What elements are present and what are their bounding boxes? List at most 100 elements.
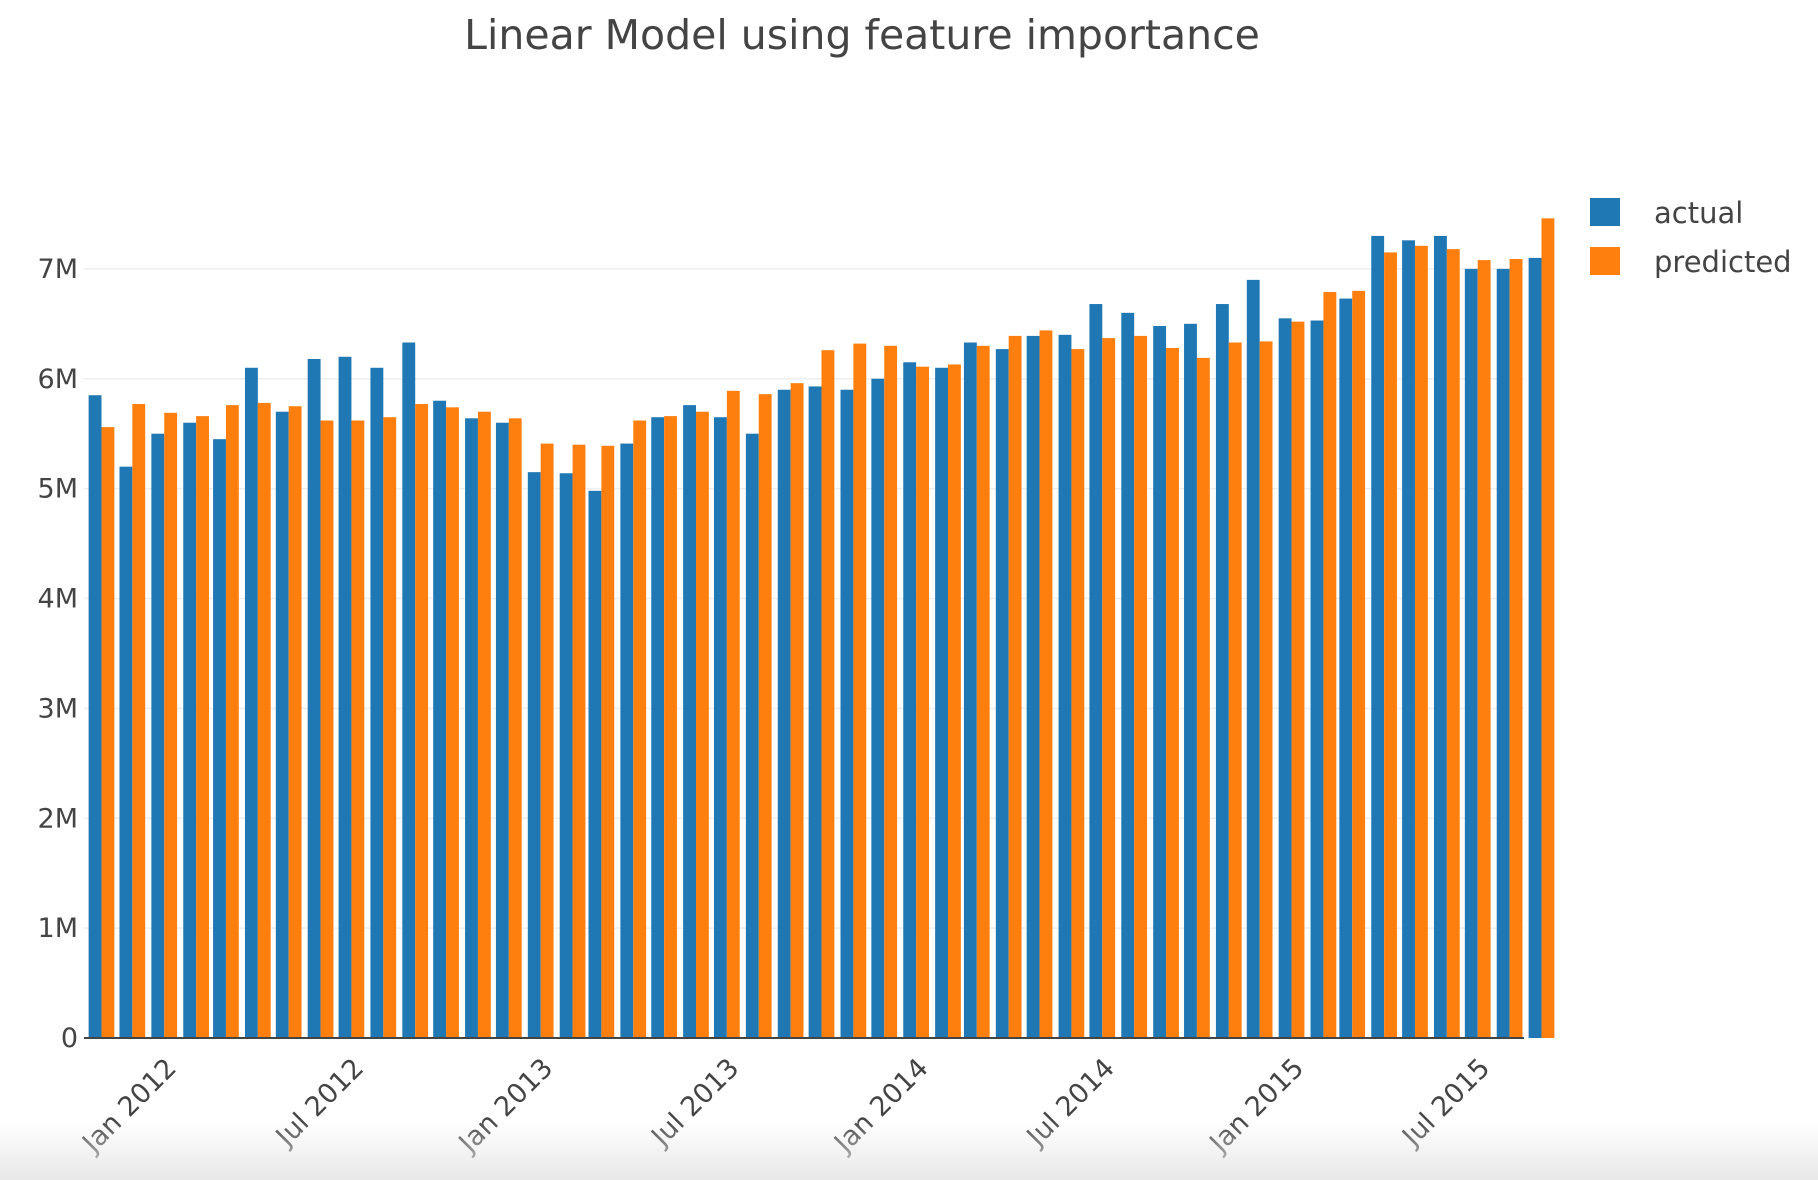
bar-actual[interactable] [1026, 335, 1040, 1038]
bar-actual[interactable] [588, 490, 602, 1038]
bar-predicted[interactable] [1228, 342, 1242, 1039]
bar-actual[interactable] [1433, 235, 1447, 1038]
bar-predicted[interactable] [1259, 341, 1273, 1038]
bar-actual[interactable] [465, 418, 478, 1038]
bar-actual[interactable] [903, 362, 917, 1039]
bar-predicted[interactable] [1166, 347, 1179, 1038]
bar-actual[interactable] [119, 466, 133, 1039]
bar-predicted[interactable] [633, 420, 647, 1039]
bar-actual[interactable] [151, 433, 165, 1039]
legend-swatch-actual[interactable] [1590, 198, 1620, 226]
bar-predicted[interactable] [225, 405, 239, 1038]
bar-actual[interactable] [244, 367, 258, 1038]
bar-actual[interactable] [1246, 279, 1260, 1038]
bar-actual[interactable] [651, 417, 665, 1038]
bar-predicted[interactable] [196, 416, 209, 1038]
legend[interactable]: actual predicted [1590, 196, 1792, 279]
bar-predicted[interactable] [948, 364, 961, 1038]
legend-swatch-predicted[interactable] [1590, 247, 1620, 275]
bar-actual[interactable] [1339, 298, 1353, 1039]
bar-predicted[interactable] [540, 443, 554, 1038]
bar-predicted[interactable] [1102, 338, 1116, 1038]
bar-predicted[interactable] [132, 404, 146, 1038]
bar-predicted[interactable] [351, 420, 365, 1039]
bar-predicted[interactable] [383, 417, 397, 1038]
legend-label-predicted[interactable]: predicted [1654, 245, 1792, 279]
bar-actual[interactable] [935, 367, 948, 1038]
chart-title: Linear Model using feature importance [464, 11, 1260, 59]
bar-predicted[interactable] [1323, 291, 1337, 1039]
bar-actual[interactable] [1058, 334, 1072, 1038]
bar-predicted[interactable] [853, 343, 867, 1039]
bar-actual[interactable] [370, 367, 384, 1038]
bar-actual[interactable] [338, 356, 352, 1039]
bar-predicted[interactable] [415, 404, 429, 1038]
bar-predicted[interactable] [821, 350, 835, 1039]
bar-actual[interactable] [1089, 304, 1103, 1039]
bar-actual[interactable] [808, 386, 822, 1038]
bar-actual[interactable] [995, 349, 1009, 1039]
bar-predicted[interactable] [508, 418, 522, 1038]
bar-predicted[interactable] [601, 445, 615, 1038]
bar-actual[interactable] [307, 358, 321, 1038]
bar-actual[interactable] [1310, 320, 1324, 1038]
bar-actual[interactable] [1278, 318, 1292, 1038]
bar-actual[interactable] [275, 411, 289, 1038]
bar-predicted[interactable] [1384, 252, 1397, 1039]
bar-actual[interactable] [777, 389, 791, 1038]
bar-actual[interactable] [527, 472, 541, 1039]
bar-actual[interactable] [683, 405, 696, 1038]
bar-actual[interactable] [713, 417, 727, 1038]
bar-predicted[interactable] [1196, 357, 1210, 1038]
bar-predicted[interactable] [884, 345, 898, 1038]
bar-predicted[interactable] [257, 402, 271, 1038]
bar-predicted[interactable] [1134, 335, 1148, 1038]
legend-label-actual[interactable]: actual [1654, 196, 1743, 230]
bar-actual[interactable] [620, 443, 634, 1038]
bar-actual[interactable] [183, 422, 197, 1038]
bar-actual[interactable] [559, 473, 573, 1039]
bar-predicted[interactable] [1008, 335, 1022, 1038]
bar-predicted[interactable] [1352, 290, 1366, 1039]
bar-predicted[interactable] [320, 420, 334, 1039]
bar-predicted[interactable] [696, 411, 709, 1038]
bar-actual[interactable] [745, 433, 759, 1039]
bar-actual[interactable] [1528, 257, 1542, 1038]
bar-predicted[interactable] [758, 394, 772, 1038]
bar-actual[interactable] [1121, 312, 1135, 1038]
bar-predicted[interactable] [164, 412, 178, 1038]
bar-predicted[interactable] [1291, 321, 1305, 1038]
bar-actual[interactable] [963, 342, 977, 1039]
bar-actual[interactable] [1184, 323, 1197, 1039]
bar-predicted[interactable] [446, 407, 459, 1039]
bar-actual[interactable] [840, 389, 854, 1038]
bar-predicted[interactable] [726, 390, 740, 1038]
bar-predicted[interactable] [916, 366, 929, 1038]
bar-actual[interactable] [1496, 268, 1510, 1038]
bar-predicted[interactable] [572, 444, 586, 1038]
bar-predicted[interactable] [1446, 249, 1460, 1038]
bar-predicted[interactable] [477, 411, 491, 1038]
bar-actual[interactable] [1371, 235, 1385, 1038]
bar-actual[interactable] [1153, 326, 1167, 1038]
bar-actual[interactable] [1215, 304, 1229, 1039]
bar-predicted[interactable] [1541, 218, 1555, 1038]
bar-predicted[interactable] [1477, 260, 1491, 1038]
bar-actual[interactable] [213, 439, 226, 1038]
bar-predicted[interactable] [101, 427, 115, 1039]
bar-actual[interactable] [1402, 240, 1415, 1039]
bar-predicted[interactable] [790, 383, 804, 1038]
bar-predicted[interactable] [976, 345, 990, 1038]
bar-actual[interactable] [402, 342, 416, 1039]
bar-predicted[interactable] [1414, 245, 1428, 1039]
bar-actual[interactable] [871, 378, 885, 1038]
bar-actual[interactable] [1464, 268, 1478, 1038]
bar-actual[interactable] [433, 400, 447, 1038]
bar-predicted[interactable] [664, 416, 677, 1038]
bar-actual[interactable] [88, 395, 102, 1039]
bar-actual[interactable] [495, 422, 509, 1038]
bar-predicted[interactable] [288, 406, 302, 1038]
bar-predicted[interactable] [1039, 330, 1053, 1039]
bar-predicted[interactable] [1509, 258, 1523, 1039]
bar-predicted[interactable] [1071, 349, 1085, 1039]
